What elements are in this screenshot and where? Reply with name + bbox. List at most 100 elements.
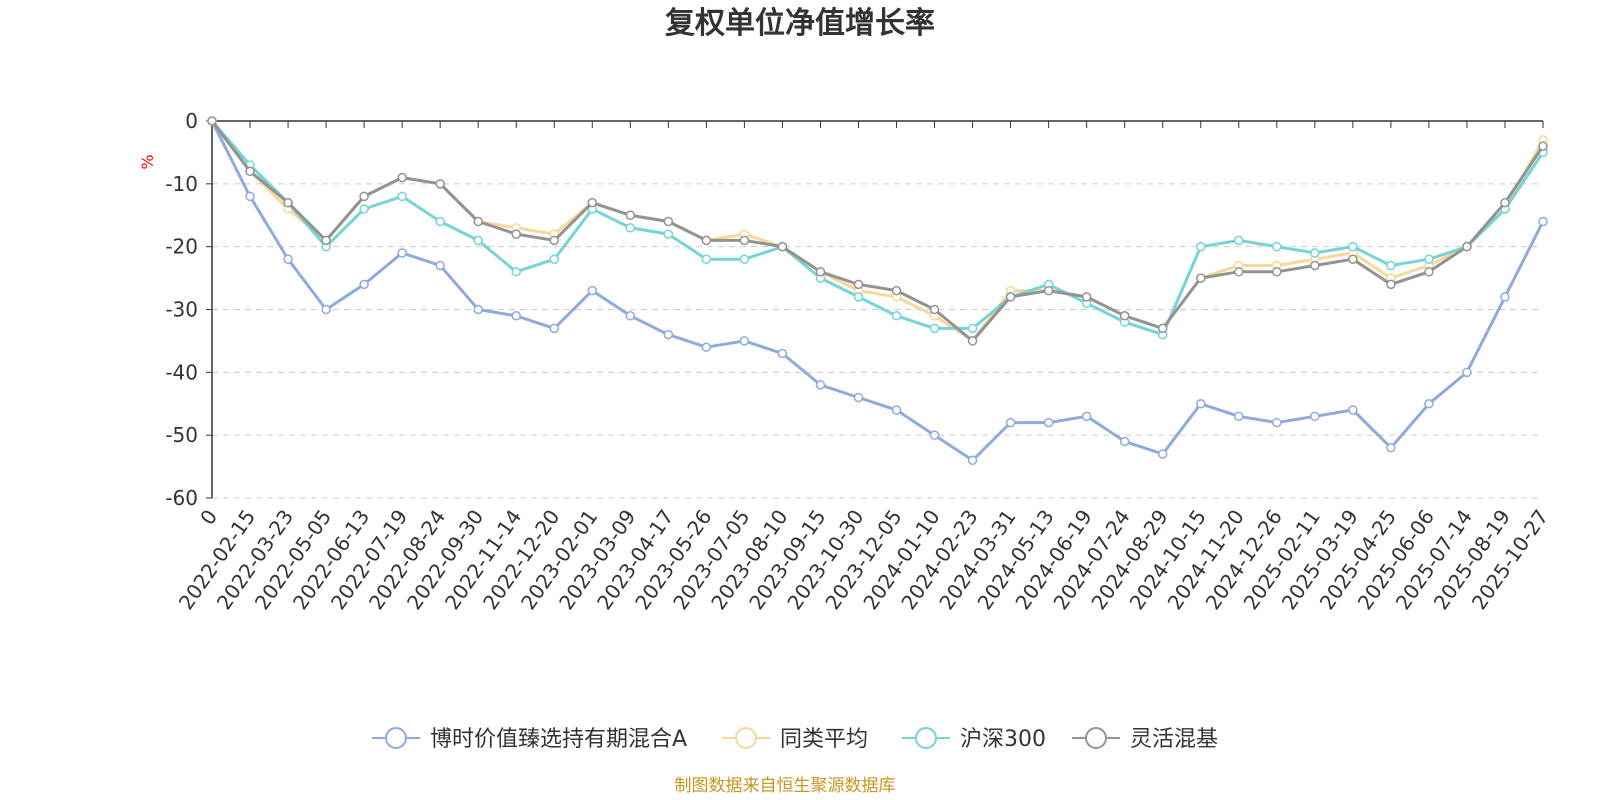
- data-point: [625, 311, 636, 321]
- source-note: 制图数据来自恒生聚源数据库: [675, 776, 896, 796]
- data-point: [435, 260, 445, 271]
- data-point: [891, 311, 902, 321]
- data-point: [1424, 254, 1434, 264]
- chart-title: 复权单位净值增长率: [665, 6, 935, 41]
- data-point: [1310, 411, 1320, 422]
- data-point: [663, 216, 674, 227]
- y-tick-label: 0: [185, 109, 198, 133]
- data-point: [739, 254, 750, 264]
- data-point: [587, 285, 598, 296]
- series-line-2: [210, 120, 1545, 337]
- data-point: [207, 116, 217, 126]
- data-point: [435, 216, 445, 227]
- data-point: [1538, 216, 1548, 227]
- data-point: [929, 323, 940, 334]
- data-point: [1157, 323, 1168, 334]
- data-point: [1195, 273, 1206, 283]
- data-point: [473, 304, 483, 315]
- series-line-0: [210, 120, 1545, 462]
- data-point: [1348, 254, 1358, 264]
- data-point: [853, 279, 864, 290]
- data-point: [1081, 292, 1092, 302]
- data-point: [891, 285, 902, 296]
- data-point: [1081, 411, 1092, 422]
- y-tick-label: -10: [165, 172, 198, 196]
- data-point: [1310, 260, 1320, 271]
- data-point: [1386, 442, 1396, 453]
- data-point: [1500, 292, 1510, 302]
- legend-label: 沪深300: [960, 727, 1046, 752]
- data-point: [1234, 235, 1244, 246]
- data-point: [245, 191, 255, 202]
- data-point: [625, 210, 636, 220]
- data-point: [1538, 141, 1548, 151]
- data-point: [739, 235, 750, 246]
- data-point: [473, 216, 483, 227]
- data-point: [283, 197, 293, 208]
- data-point: [1424, 267, 1434, 277]
- data-point: [1310, 248, 1320, 258]
- data-point: [701, 235, 712, 246]
- data-point: [359, 191, 369, 202]
- data-point: [625, 223, 636, 233]
- y-tick-label: -40: [165, 360, 198, 384]
- data-point: [283, 254, 293, 264]
- data-point: [1348, 241, 1358, 252]
- data-point: [967, 455, 978, 466]
- data-point: [1500, 197, 1510, 208]
- data-point: [435, 179, 445, 189]
- legend-marker: [385, 727, 407, 749]
- data-point: [777, 241, 788, 252]
- data-point: [701, 342, 712, 352]
- data-point: [663, 229, 674, 239]
- data-point: [321, 304, 331, 315]
- data-point: [511, 311, 521, 321]
- y-axis: 0 -10 -20 -30 -40 -50 -60: [165, 109, 213, 510]
- legend-item: 博时价值臻选持有期混合A: [372, 727, 687, 752]
- data-point: [1005, 292, 1016, 302]
- data-point: [1462, 241, 1472, 252]
- data-point: [473, 235, 483, 246]
- data-point: [1272, 241, 1282, 252]
- data-point: [359, 279, 369, 290]
- data-point: [397, 191, 407, 202]
- data-point: [1348, 405, 1358, 415]
- data-point: [549, 235, 560, 246]
- data-point: [1272, 267, 1282, 277]
- data-point: [549, 323, 560, 334]
- data-point: [511, 229, 521, 239]
- data-point: [397, 172, 407, 183]
- data-point: [1386, 260, 1396, 271]
- data-point: [1043, 285, 1054, 296]
- data-point: [815, 380, 826, 390]
- x-tick-label: 0: [195, 505, 222, 529]
- x-axis: 02022-02-152022-03-232022-05-052022-06-1…: [174, 120, 1553, 614]
- data-point: [1234, 411, 1244, 422]
- data-point: [587, 197, 598, 208]
- y-tick-label: -20: [165, 235, 198, 259]
- data-point: [1043, 417, 1054, 428]
- data-point: [929, 304, 940, 315]
- data-point: [397, 248, 407, 258]
- y-tick-label: -30: [165, 298, 198, 322]
- data-point: [663, 329, 674, 340]
- data-point: [549, 254, 560, 264]
- data-point: [1195, 241, 1206, 252]
- data-point: [815, 267, 826, 277]
- data-point: [853, 292, 864, 302]
- data-point: [967, 323, 978, 334]
- y-axis-unit: %: [138, 154, 157, 169]
- data-point: [245, 166, 255, 177]
- data-point: [1272, 417, 1282, 428]
- data-point: [1424, 399, 1434, 409]
- legend-marker: [915, 727, 937, 749]
- y-tick-label: -50: [165, 423, 198, 447]
- data-point: [1157, 449, 1168, 459]
- data-point: [1119, 311, 1130, 321]
- data-point: [1119, 436, 1130, 447]
- data-point: [739, 336, 750, 346]
- legend-label: 同类平均: [780, 727, 868, 752]
- data-point: [929, 430, 940, 440]
- data-point: [321, 235, 331, 246]
- legend-item: 灵活混基: [1072, 727, 1218, 752]
